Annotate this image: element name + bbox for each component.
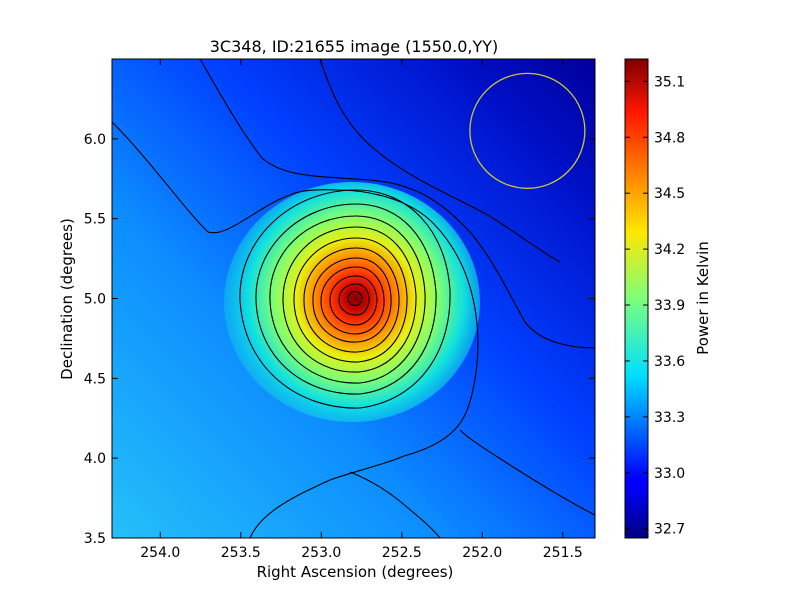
colorbar-label: Power in Kelvin — [694, 241, 712, 355]
contour-ring — [338, 283, 370, 316]
y-tick-label: 4.0 — [84, 451, 106, 467]
colorbar-gradient — [624, 58, 649, 539]
right-contour — [349, 471, 441, 538]
y-tick-label: 3.5 — [84, 531, 106, 547]
contour-ring — [269, 215, 426, 384]
x-tick-label: 253.0 — [301, 545, 341, 561]
source-emission — [224, 182, 480, 422]
contour-ring — [329, 275, 378, 326]
x-tick-label: 252.0 — [462, 545, 502, 561]
y-tick-label: 6.0 — [84, 132, 106, 148]
colorbar-tick-label: 34.5 — [654, 186, 685, 202]
colorbar-tick-label: 33.6 — [654, 354, 685, 370]
contour-ring — [293, 237, 408, 363]
y-tick-label: 5.0 — [84, 292, 106, 308]
x-axis: 254.0 253.5 253.0 252.5 252.0 251.5 — [140, 59, 583, 561]
x-axis-label: Right Ascension (degrees) — [257, 563, 454, 581]
y-tick-label: 4.5 — [84, 371, 106, 387]
contour-ring — [312, 257, 392, 343]
x-tick-label: 252.5 — [382, 545, 422, 561]
colorbar-tick-label: 35.1 — [654, 74, 685, 90]
plot-area — [111, 58, 596, 539]
colorbar-tick-label: 33.3 — [654, 410, 685, 426]
upper-contour — [199, 59, 595, 349]
chart-title: 3C348, ID:21655 image (1550.0,YY) — [210, 37, 499, 56]
y-axis-label: Declination (degrees) — [58, 218, 76, 380]
colorbar-tick-label: 34.8 — [654, 130, 685, 146]
colorbar-tick-label: 33.0 — [654, 466, 685, 482]
contour-lines — [112, 59, 595, 538]
contour-ring — [282, 226, 417, 373]
x-tick-label: 254.0 — [140, 545, 180, 561]
source-peak-contour — [347, 290, 363, 307]
y-tick-label: 5.5 — [84, 212, 106, 228]
outer-contour — [112, 121, 479, 538]
contour-ring — [255, 203, 437, 395]
x-tick-label: 251.5 — [543, 545, 583, 561]
contour-ring — [239, 189, 451, 409]
colorbar: 32.7 33.0 33.3 33.6 33.9 34.2 34.5 34.8 35.1 Pow… — [624, 58, 712, 539]
lower-right-contour — [459, 429, 595, 516]
contour-ring — [303, 247, 400, 353]
mid-contour — [319, 59, 561, 263]
colorbar-tick-label: 33.9 — [654, 298, 685, 314]
contour-ring — [320, 266, 385, 335]
y-axis: 3.5 4.0 4.5 5.0 5.5 6.0 — [84, 132, 595, 547]
colorbar-ticks: 32.7 33.0 33.3 33.6 33.9 34.2 34.5 34.8 35.1 — [625, 74, 685, 538]
beam-circle — [469, 72, 586, 189]
colorbar-tick-label: 32.7 — [654, 522, 685, 538]
x-tick-label: 253.5 — [221, 545, 261, 561]
colorbar-tick-label: 34.2 — [654, 242, 685, 258]
